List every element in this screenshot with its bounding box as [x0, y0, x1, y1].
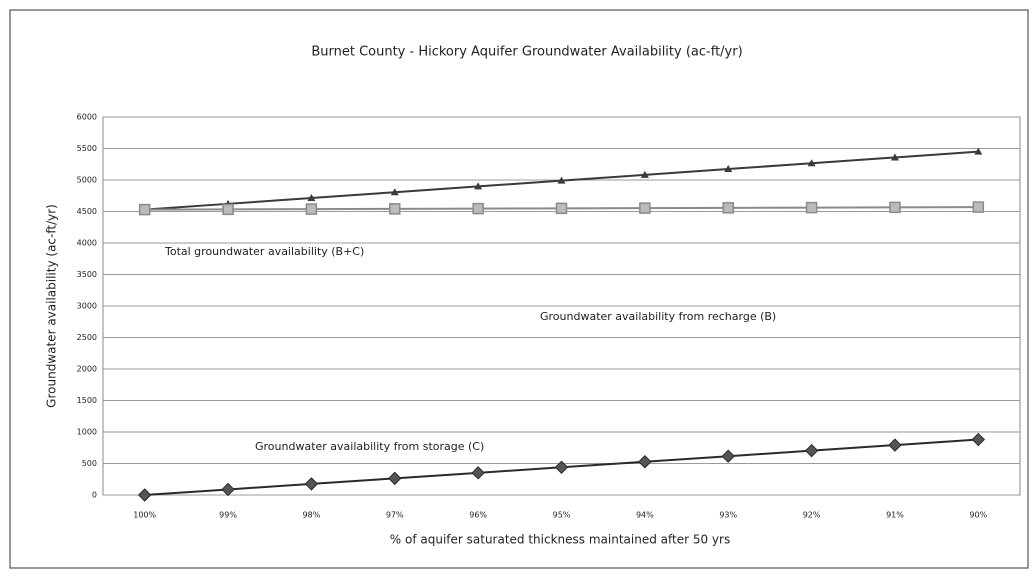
marker	[890, 153, 899, 161]
marker	[888, 438, 902, 452]
marker	[221, 482, 235, 497]
y-tick-label: 6000	[77, 113, 97, 122]
y-tick-label: 3000	[77, 302, 97, 311]
marker	[721, 449, 735, 463]
marker	[138, 203, 151, 216]
x-tick-label: 95%	[553, 511, 571, 520]
y-tick-label: 3500	[77, 270, 97, 279]
y-tick-label: 1500	[77, 396, 97, 405]
y-tick-label: 5500	[77, 144, 97, 153]
y-tick-label: 1000	[77, 428, 97, 437]
marker	[722, 202, 734, 214]
marker	[807, 159, 816, 167]
marker	[889, 201, 901, 214]
x-tick-label: 91%	[886, 511, 904, 520]
x-tick-label: 90%	[969, 511, 987, 520]
y-tick-label: 2000	[77, 365, 97, 374]
y-axis-label: Groundwater availability (ac-ft/yr)	[45, 204, 59, 408]
marker	[724, 165, 733, 173]
x-tick-label: 92%	[803, 511, 821, 520]
marker	[804, 443, 819, 458]
y-tick-label: 0	[92, 491, 97, 500]
y-tick-label: 4000	[77, 239, 97, 248]
x-axis-label: % of aquifer saturated thickness maintai…	[390, 533, 730, 547]
x-tick-label: 97%	[386, 511, 404, 520]
y-tick-label: 2500	[77, 333, 97, 342]
series-label: Groundwater availability from recharge (…	[540, 310, 776, 323]
marker	[972, 201, 985, 213]
marker	[639, 202, 651, 214]
marker	[471, 466, 485, 480]
x-tick-label: 100%	[133, 511, 156, 520]
chart-title: Burnet County - Hickory Aquifer Groundwa…	[311, 45, 742, 60]
marker	[390, 188, 399, 196]
marker	[389, 203, 401, 215]
marker	[805, 201, 818, 214]
marker	[222, 203, 234, 216]
marker	[388, 471, 402, 486]
marker	[974, 147, 983, 155]
marker	[307, 194, 316, 202]
series-label: Groundwater availability from storage (C…	[255, 440, 484, 453]
y-tick-label: 5000	[77, 176, 97, 185]
x-tick-label: 99%	[219, 511, 237, 520]
x-tick-label: 98%	[303, 511, 321, 520]
x-tick-label: 93%	[719, 511, 737, 520]
x-tick-label: 94%	[636, 511, 654, 520]
x-tick-label: 96%	[469, 511, 487, 520]
marker	[640, 170, 649, 178]
y-tick-label: 4500	[77, 207, 97, 216]
marker	[474, 182, 483, 190]
series-label: Total groundwater availability (B+C)	[164, 245, 364, 258]
marker	[971, 432, 986, 447]
marker	[554, 460, 569, 474]
marker	[304, 477, 319, 491]
marker	[638, 455, 652, 469]
marker	[305, 203, 318, 215]
marker	[472, 202, 484, 215]
marker	[137, 488, 152, 502]
chart-frame	[9, 9, 1029, 569]
marker	[555, 202, 568, 215]
y-tick-label: 500	[82, 459, 97, 468]
marker	[557, 176, 566, 184]
